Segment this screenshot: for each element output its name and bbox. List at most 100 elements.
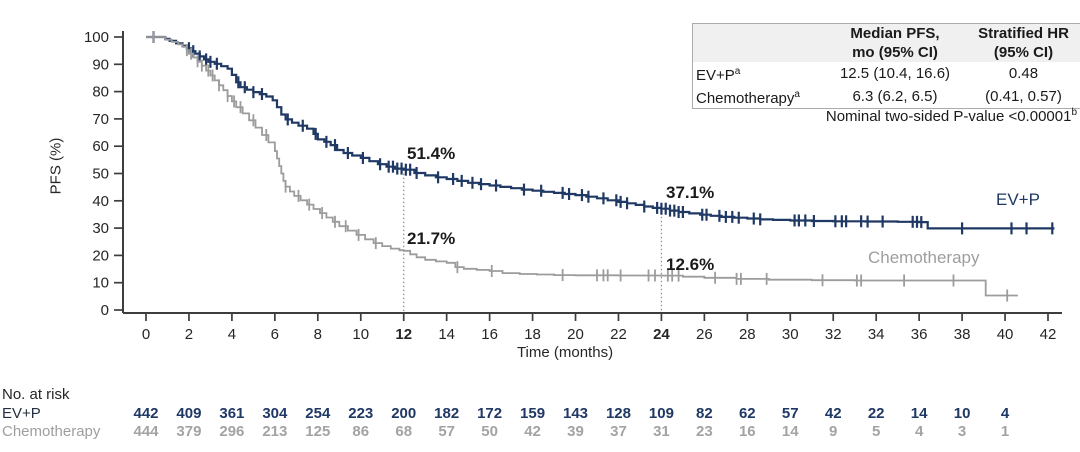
at-risk-value: 304: [262, 405, 288, 422]
at-risk-value: 62: [739, 405, 756, 422]
at-risk-value: 125: [305, 423, 330, 440]
at-risk-value: 3: [958, 423, 966, 440]
at-risk-value: 1: [1001, 423, 1009, 440]
at-risk-label-ev-p: EV+P: [2, 405, 41, 422]
at-risk-value: 223: [348, 405, 373, 422]
at-risk-label-chemotherapy: Chemotherapy: [2, 423, 101, 440]
x-tick-label: 6: [271, 326, 279, 343]
at-risk-value: 296: [219, 423, 244, 440]
at-risk-value: 172: [477, 405, 502, 422]
at-risk-value: 444: [133, 423, 159, 440]
y-tick-label: 20: [92, 247, 109, 264]
x-tick-label: 22: [610, 326, 627, 343]
results-row-ev-p: EV+Pa 12.5 (10.4, 16.6) 0.48: [693, 62, 1080, 85]
results-row-chemotherapy: Chemotherapya 6.3 (6.2, 6.5) (0.41, 0.57…: [693, 85, 1080, 109]
x-tick-label: 40: [997, 326, 1014, 343]
at-risk-value: 86: [352, 423, 369, 440]
x-tick-label: 32: [825, 326, 842, 343]
at-risk-value: 9: [829, 423, 837, 440]
at-risk-value: 37: [610, 423, 627, 440]
y-tick-label: 80: [92, 84, 109, 101]
x-tick-label: 38: [954, 326, 971, 343]
landmark-ev-24mo: 37.1%: [666, 183, 715, 202]
x-tick-label: 18: [524, 326, 541, 343]
y-tick-label: 40: [92, 193, 109, 210]
results-table: Median PFS, mo (95% CI) Stratified HR (9…: [692, 23, 1080, 109]
at-risk-value: 379: [176, 423, 201, 440]
at-risk-value: 50: [481, 423, 498, 440]
y-axis-title: PFS (%): [47, 137, 65, 195]
at-risk-value: 128: [606, 405, 631, 422]
x-tick-label: 20: [567, 326, 584, 343]
at-risk-value: 182: [434, 405, 459, 422]
at-risk-value: 254: [305, 405, 331, 422]
at-risk-value: 213: [262, 423, 287, 440]
km-curve-ev-p: [146, 35, 1055, 230]
x-tick-label: 30: [782, 326, 799, 343]
at-risk-value: 14: [911, 405, 928, 422]
x-tick-label: 42: [1040, 326, 1057, 343]
at-risk-value: 57: [782, 405, 799, 422]
y-tick-label: 60: [92, 138, 109, 155]
results-header-stratified-hr: Stratified HR (95% CI): [966, 23, 1080, 62]
at-risk-value: 4: [915, 423, 924, 440]
at-risk-value: 31: [653, 423, 670, 440]
results-ev-median: 12.5 (10.4, 16.6): [839, 65, 951, 82]
curve-label-ev-p: EV+P: [996, 190, 1040, 209]
at-risk-value: 409: [176, 405, 201, 422]
landmark-chemo-24mo: 12.6%: [666, 255, 715, 274]
x-tick-label: 14: [438, 326, 455, 343]
y-tick-label: 30: [92, 220, 109, 237]
results-chemo-hr: (0.41, 0.57): [985, 88, 1062, 105]
results-ev-hr: 0.48: [1008, 65, 1039, 82]
x-tick-label: 24: [653, 326, 670, 343]
x-tick-label: 0: [142, 326, 150, 343]
landmark-ev-12mo: 51.4%: [407, 144, 456, 163]
at-risk-value: 5: [872, 423, 880, 440]
x-tick-label: 28: [739, 326, 756, 343]
at-risk-value: 57: [438, 423, 455, 440]
at-risk-value: 361: [219, 405, 244, 422]
x-tick-label: 10: [352, 326, 369, 343]
at-risk-title: No. at risk: [2, 386, 70, 403]
results-row-label: Chemotherapy: [696, 90, 795, 107]
at-risk-value: 42: [524, 423, 541, 440]
results-table-header-row: Median PFS, mo (95% CI) Stratified HR (9…: [692, 23, 1080, 62]
y-tick-label: 90: [92, 56, 109, 73]
curve-label-chemotherapy: Chemotherapy: [868, 248, 980, 267]
at-risk-value: 68: [395, 423, 412, 440]
p-value-note: Nominal two-sided P-value <0.00001b: [825, 107, 1077, 125]
results-row-label: EV+P: [696, 67, 735, 84]
results-chemo-median: 6.3 (6.2, 6.5): [852, 88, 938, 105]
x-tick-label: 8: [314, 326, 322, 343]
at-risk-value: 14: [782, 423, 799, 440]
y-tick-label: 10: [92, 275, 109, 292]
y-tick-label: 50: [92, 166, 109, 183]
landmark-chemo-12mo: 21.7%: [407, 229, 456, 248]
y-tick-label: 100: [84, 29, 109, 46]
at-risk-value: 200: [391, 405, 416, 422]
km-curve-chemotherapy: [146, 36, 1018, 297]
at-risk-value: 39: [567, 423, 584, 440]
at-risk-value: 82: [696, 405, 713, 422]
x-tick-label: 12: [395, 326, 412, 343]
x-tick-label: 36: [911, 326, 928, 343]
at-risk-value: 159: [520, 405, 545, 422]
at-risk-value: 109: [649, 405, 674, 422]
x-tick-label: 4: [228, 326, 236, 343]
y-tick-label: 0: [101, 302, 109, 319]
at-risk-value: 16: [739, 423, 756, 440]
x-tick-label: 2: [185, 326, 193, 343]
x-tick-label: 16: [481, 326, 498, 343]
at-risk-value: 10: [954, 405, 971, 422]
at-risk-value: 442: [133, 405, 158, 422]
x-tick-label: 26: [696, 326, 713, 343]
at-risk-value: 42: [825, 405, 842, 422]
results-header-median-pfs: Median PFS, mo (95% CI): [824, 23, 966, 62]
at-risk-value: 143: [563, 405, 588, 422]
at-risk-value: 4: [1001, 405, 1010, 422]
at-risk-value: 23: [696, 423, 713, 440]
results-header-empty: [692, 23, 824, 62]
